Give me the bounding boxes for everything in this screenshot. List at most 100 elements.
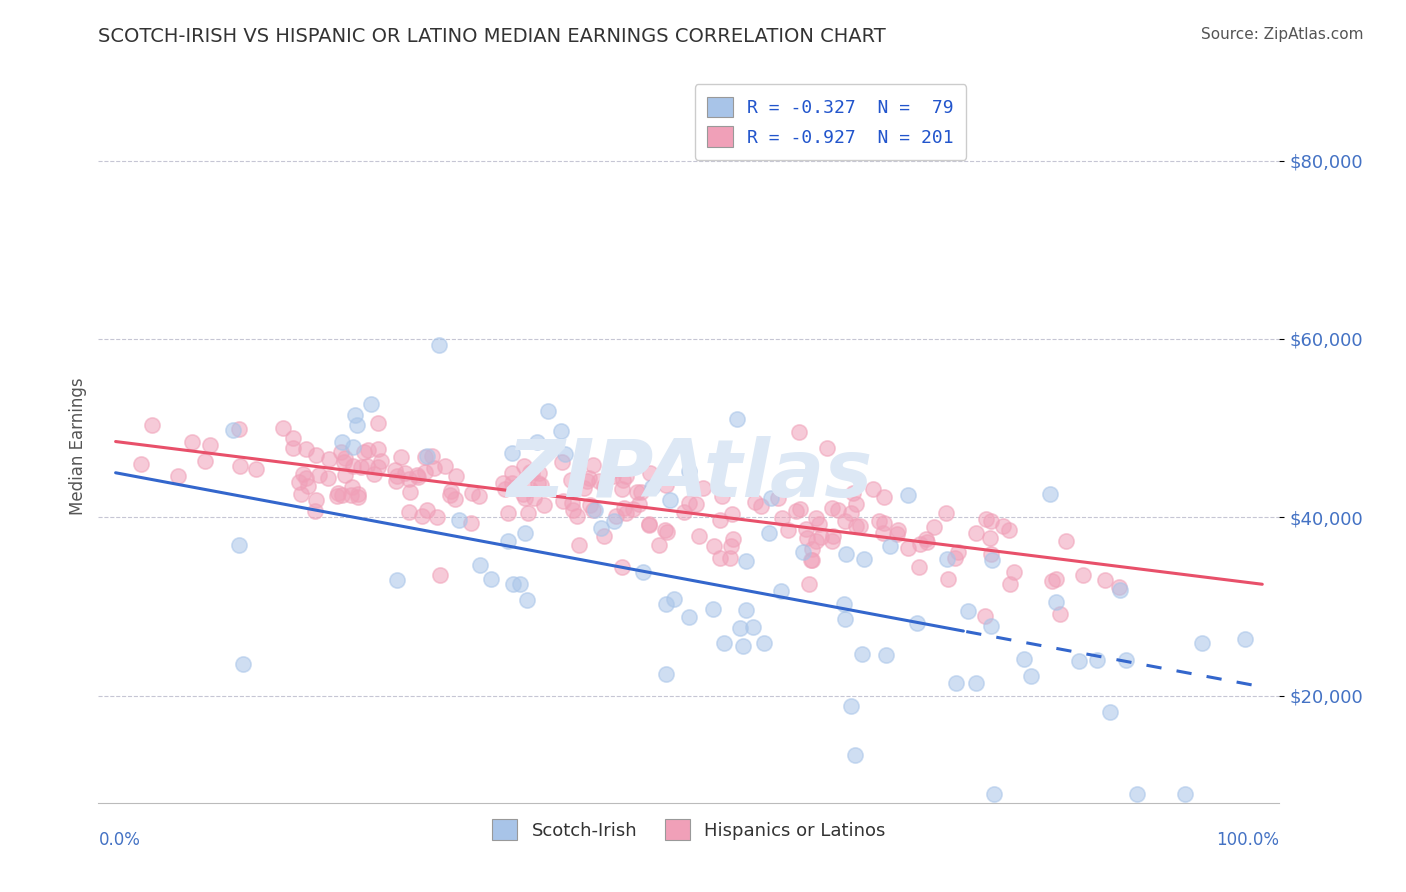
- Text: 0.0%: 0.0%: [98, 831, 141, 849]
- Point: [385, 469, 408, 483]
- Point: [501, 446, 523, 460]
- Point: [602, 468, 624, 483]
- Point: [631, 565, 654, 579]
- Point: [808, 517, 831, 532]
- Point: [516, 593, 538, 607]
- Point: [1094, 574, 1116, 588]
- Point: [796, 531, 818, 545]
- Point: [742, 619, 765, 633]
- Point: [350, 460, 373, 475]
- Point: [794, 522, 817, 536]
- Point: [834, 547, 856, 561]
- Point: [498, 506, 520, 520]
- Point: [1109, 582, 1132, 597]
- Point: [1234, 632, 1257, 646]
- Point: [820, 534, 842, 549]
- Point: [908, 537, 931, 551]
- Point: [297, 478, 319, 492]
- Point: [479, 572, 502, 586]
- Point: [915, 535, 938, 549]
- Point: [787, 425, 810, 440]
- Point: [1002, 566, 1025, 580]
- Point: [560, 473, 582, 487]
- Point: [979, 531, 1001, 545]
- Point: [869, 514, 891, 528]
- Point: [593, 479, 616, 493]
- Point: [1049, 607, 1071, 621]
- Point: [980, 547, 1002, 561]
- Point: [494, 483, 516, 497]
- Point: [800, 541, 823, 556]
- Point: [991, 519, 1014, 533]
- Point: [688, 529, 710, 543]
- Point: [749, 500, 772, 514]
- Point: [330, 435, 353, 450]
- Point: [943, 550, 966, 565]
- Point: [353, 444, 375, 458]
- Point: [344, 409, 367, 423]
- Point: [800, 553, 823, 567]
- Point: [281, 441, 304, 455]
- Point: [333, 468, 356, 483]
- Point: [413, 466, 436, 480]
- Point: [752, 636, 775, 650]
- Text: Source: ZipAtlas.com: Source: ZipAtlas.com: [1201, 27, 1364, 42]
- Point: [527, 476, 550, 491]
- Point: [1108, 580, 1130, 594]
- Point: [602, 515, 624, 529]
- Point: [505, 480, 527, 494]
- Point: [845, 497, 868, 511]
- Point: [983, 787, 1005, 801]
- Point: [875, 648, 897, 662]
- Point: [821, 500, 844, 515]
- Point: [513, 458, 536, 473]
- Point: [662, 591, 685, 606]
- Point: [887, 524, 910, 538]
- Point: [720, 539, 742, 553]
- Point: [721, 533, 744, 547]
- Text: ZIPAtlas: ZIPAtlas: [506, 435, 872, 514]
- Point: [613, 501, 636, 516]
- Point: [655, 597, 678, 611]
- Point: [725, 412, 748, 426]
- Point: [655, 478, 678, 492]
- Point: [501, 475, 523, 490]
- Point: [797, 577, 820, 591]
- Point: [638, 466, 661, 480]
- Point: [501, 466, 523, 480]
- Point: [384, 474, 406, 488]
- Point: [460, 516, 482, 530]
- Point: [789, 502, 811, 516]
- Text: 100.0%: 100.0%: [1216, 831, 1279, 849]
- Point: [517, 506, 540, 520]
- Point: [834, 514, 856, 528]
- Point: [411, 508, 433, 523]
- Point: [692, 481, 714, 495]
- Point: [578, 471, 600, 485]
- Point: [873, 490, 896, 504]
- Point: [496, 534, 519, 549]
- Point: [449, 513, 471, 527]
- Point: [711, 490, 734, 504]
- Point: [599, 465, 621, 479]
- Point: [1039, 486, 1062, 500]
- Point: [335, 451, 357, 466]
- Point: [579, 498, 602, 512]
- Point: [827, 503, 849, 517]
- Point: [291, 467, 314, 481]
- Point: [271, 421, 294, 435]
- Point: [342, 459, 364, 474]
- Point: [305, 492, 328, 507]
- Point: [433, 459, 456, 474]
- Point: [554, 447, 576, 461]
- Point: [980, 553, 1002, 567]
- Point: [936, 552, 959, 566]
- Point: [845, 519, 868, 533]
- Point: [415, 503, 437, 517]
- Point: [612, 473, 634, 487]
- Point: [678, 464, 700, 478]
- Point: [896, 487, 918, 501]
- Point: [641, 480, 664, 494]
- Point: [605, 508, 627, 523]
- Point: [1099, 705, 1122, 719]
